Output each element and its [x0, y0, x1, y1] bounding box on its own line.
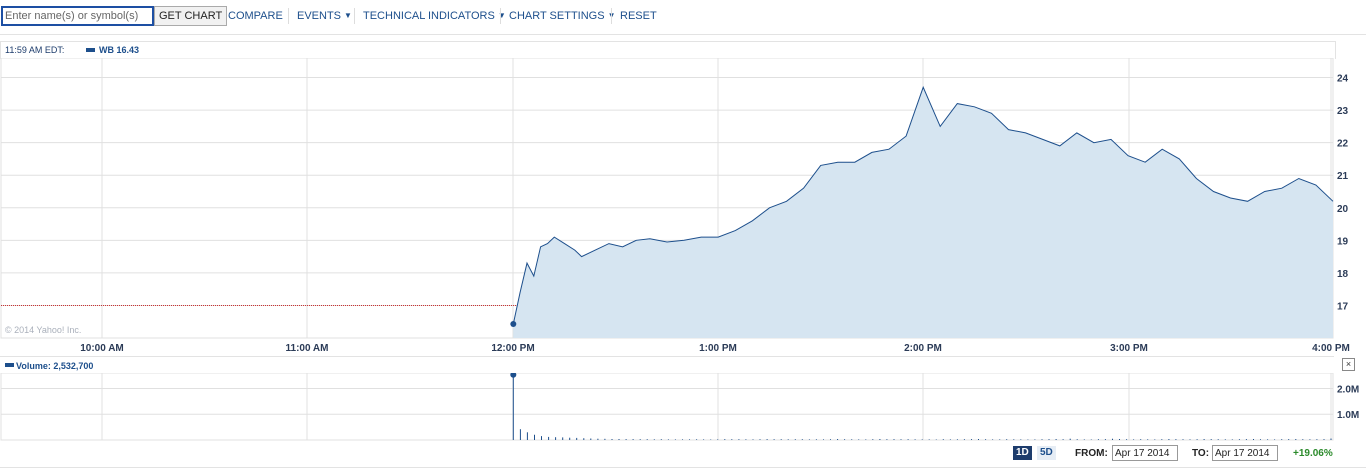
x-tick-label: 4:00 PM	[1312, 343, 1350, 354]
range-5d-button[interactable]: 5D	[1037, 446, 1056, 460]
chart-settings-label: CHART SETTINGS	[509, 10, 605, 22]
events-menu[interactable]: EVENTS ▼	[297, 10, 352, 22]
toolbar-divider	[288, 8, 289, 24]
volume-y-tick-label: 1.0M	[1337, 410, 1359, 421]
price-chart-header: 11:59 AM EDT: WB 16.43	[0, 41, 1336, 59]
percent-change: +19.06%	[1293, 448, 1333, 459]
series-legend-swatch	[86, 48, 95, 52]
y-tick-label: 21	[1337, 171, 1349, 182]
volume-open-marker	[510, 373, 517, 378]
from-date-input[interactable]	[1112, 445, 1178, 461]
symbol-search-input[interactable]	[1, 6, 154, 26]
to-label: TO:	[1192, 448, 1210, 459]
volume-bars	[510, 373, 1332, 440]
chevron-down-icon: ▼	[344, 11, 352, 20]
compare-link[interactable]: COMPARE	[228, 10, 283, 22]
events-label: EVENTS	[297, 10, 342, 22]
y-tick-label: 23	[1337, 106, 1349, 117]
chart-toolbar: GET CHART COMPARE EVENTS▼ TECHNICAL INDI…	[0, 0, 1366, 35]
toolbar-divider	[611, 8, 612, 24]
volume-chart-grid	[0, 373, 1334, 441]
price-x-axis: 10:00 AM 11:00 AM 12:00 PM 1:00 PM 2:00 PM 3:…	[80, 343, 1350, 354]
price-line	[512, 85, 1334, 325]
technical-indicators-label: TECHNICAL INDICATORS	[363, 10, 495, 22]
open-price-marker	[510, 321, 517, 327]
price-chart[interactable]: 10:00 AM 11:00 AM 12:00 PM 1:00 PM 2:00 PM 3:…	[0, 58, 1366, 356]
volume-legend-swatch	[5, 363, 14, 367]
y-tick-label: 17	[1337, 301, 1349, 312]
toolbar-divider	[500, 8, 501, 24]
price-area-fill	[513, 87, 1333, 338]
reset-link[interactable]: RESET	[620, 10, 657, 22]
series-quote-label: WB 16.43	[99, 45, 140, 55]
copyright-text: © 2014 Yahoo! Inc.	[5, 325, 81, 335]
quote-time: 11:59 AM EDT:	[5, 45, 65, 55]
range-1d-button[interactable]: 1D	[1013, 446, 1032, 460]
volume-header: Volume: 2,532,700	[0, 356, 1334, 374]
volume-y-axis: 1.0M 2.0M	[1337, 384, 1359, 421]
get-chart-button[interactable]: GET CHART	[154, 6, 228, 26]
x-tick-label: 11:00 AM	[286, 343, 329, 354]
price-area	[510, 85, 1334, 338]
y-tick-label: 18	[1337, 269, 1349, 280]
y-tick-label: 20	[1337, 204, 1349, 215]
chart-settings-menu[interactable]: CHART SETTINGS▼	[509, 10, 615, 22]
toolbar-divider	[354, 8, 355, 24]
volume-chart[interactable]: 1.0M 2.0M	[0, 373, 1366, 442]
x-tick-label: 2:00 PM	[904, 343, 942, 354]
x-tick-label: 1:00 PM	[699, 343, 737, 354]
volume-label: Volume: 2,532,700	[16, 361, 94, 371]
close-volume-icon[interactable]: ×	[1342, 358, 1355, 371]
chevron-down-icon: ▼	[497, 11, 506, 20]
from-label: FROM:	[1075, 448, 1108, 459]
y-tick-label: 19	[1337, 236, 1349, 247]
chart-footer: 1D 5D FROM: TO: +19.06%	[0, 442, 1366, 472]
x-tick-label: 12:00 PM	[491, 343, 534, 354]
x-tick-label: 10:00 AM	[80, 343, 124, 354]
x-tick-label: 3:00 PM	[1110, 343, 1148, 354]
to-date-input[interactable]	[1212, 445, 1278, 461]
technical-indicators-menu[interactable]: TECHNICAL INDICATORS ▼	[363, 10, 506, 22]
volume-frame	[0, 373, 1334, 441]
y-tick-label: 24	[1337, 74, 1349, 85]
y-tick-label: 22	[1337, 139, 1349, 150]
price-y-axis: 17 18 19 20 21 22 23 24	[1337, 74, 1349, 313]
footer-divider	[0, 467, 1366, 468]
volume-y-tick-label: 2.0M	[1337, 384, 1359, 395]
